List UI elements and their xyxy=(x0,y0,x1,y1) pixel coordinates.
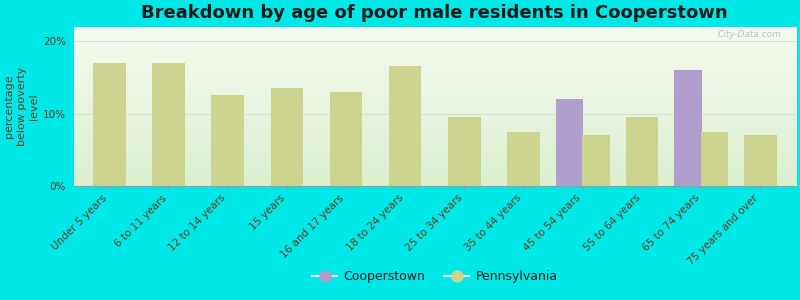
Title: Breakdown by age of poor male residents in Cooperstown: Breakdown by age of poor male residents … xyxy=(142,4,728,22)
Bar xyxy=(211,95,244,186)
Bar xyxy=(674,70,702,186)
Legend: Cooperstown, Pennsylvania: Cooperstown, Pennsylvania xyxy=(307,265,562,288)
Bar xyxy=(152,63,185,186)
Bar xyxy=(270,88,303,186)
Text: City-Data.com: City-Data.com xyxy=(718,30,782,39)
Bar xyxy=(582,135,610,186)
Bar xyxy=(744,135,777,186)
Bar xyxy=(701,132,728,186)
Y-axis label: percentage
below poverty
level: percentage below poverty level xyxy=(4,67,39,146)
Bar xyxy=(556,99,583,186)
Bar xyxy=(448,117,481,186)
Bar xyxy=(93,63,126,186)
Bar xyxy=(389,66,422,186)
Bar xyxy=(507,132,540,186)
Bar xyxy=(626,117,658,186)
Bar xyxy=(330,92,362,186)
